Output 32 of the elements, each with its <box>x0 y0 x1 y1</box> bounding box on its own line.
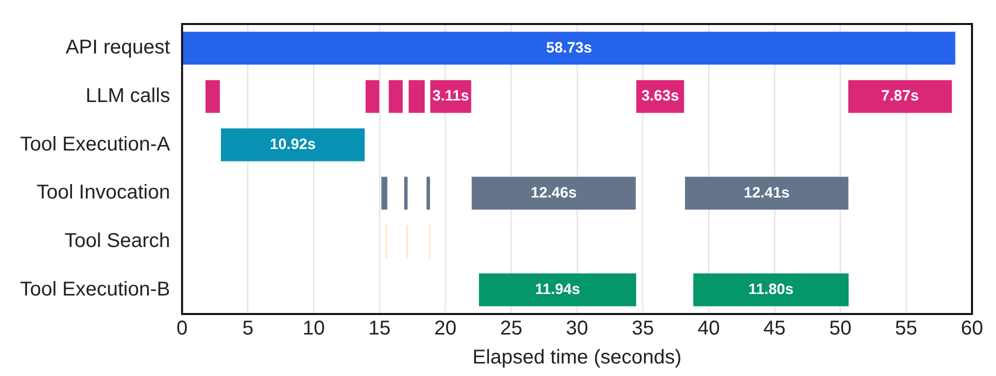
x-tick-label: 5 <box>242 318 254 340</box>
x-tick-label: 35 <box>632 318 654 340</box>
data-label: 12.46s <box>530 184 577 202</box>
data-label: 10.92s <box>270 136 316 153</box>
x-tick-label: 15 <box>368 318 391 340</box>
data-label: 3.63s <box>641 88 679 105</box>
x-tick-label: 0 <box>176 318 188 340</box>
x-tick-label: 30 <box>566 318 588 340</box>
x-tick-label: 55 <box>895 318 918 340</box>
data-label: 58.73s <box>546 39 592 56</box>
y-tick-label: API request <box>66 36 171 59</box>
x-tick-label: 25 <box>500 318 522 340</box>
x-axis-title: Elapsed time (seconds) <box>472 346 682 369</box>
data-label: 12.41s <box>744 184 790 202</box>
data-label: 7.87s <box>881 88 919 105</box>
y-tick-label: LLM calls <box>86 85 170 108</box>
bar <box>182 32 956 65</box>
x-tick-label: 50 <box>829 318 852 340</box>
bar <box>220 128 365 162</box>
y-tick-label: Tool Invocation <box>36 182 170 204</box>
x-tick-label: 45 <box>763 318 786 340</box>
y-tick-label: Tool Execution-A <box>20 133 171 156</box>
bar <box>848 80 952 113</box>
x-tick-label: 20 <box>434 318 457 340</box>
y-tick-label: Tool Search <box>64 230 170 252</box>
x-tick-label: 40 <box>698 318 720 340</box>
data-label: 11.94s <box>535 280 580 298</box>
x-tick-label: 60 <box>960 318 984 340</box>
data-label: 11.80s <box>748 280 794 298</box>
y-tick-label: Tool Execution-B <box>20 278 170 300</box>
data-label: 3.11s <box>432 88 470 105</box>
x-tick-label: 10 <box>302 318 325 340</box>
